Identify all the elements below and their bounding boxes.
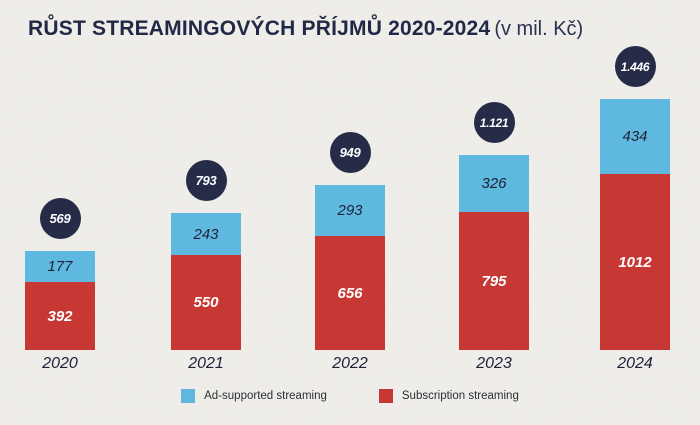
subscription-value-2020: 392 bbox=[47, 307, 73, 325]
total-value-2020: 569 bbox=[49, 211, 71, 226]
bar-segment-subscription-2023: 795 bbox=[459, 212, 529, 350]
legend-item-subscription: Subscription streaming bbox=[378, 389, 519, 403]
total-badge-2022: 949 bbox=[329, 132, 371, 173]
bar-segment-subscription-2022: 656 bbox=[315, 236, 385, 350]
x-axis-label-2023: 2023 bbox=[476, 355, 512, 372]
bar-segment-ad-supported-2024: 434 bbox=[600, 99, 670, 174]
total-badge-2023: 1.121 bbox=[473, 102, 515, 143]
subscription-value-2023: 795 bbox=[481, 272, 507, 290]
page-title: RŮST STREAMINGOVÝCH PŘÍJMŮ 2020-2024 bbox=[28, 17, 491, 40]
total-badge-2024: 1.446 bbox=[614, 46, 656, 87]
legend-item-ad-supported: Ad-supported streaming bbox=[181, 389, 327, 403]
bar-segment-ad-supported-2020: 177 bbox=[25, 251, 95, 282]
legend-swatch-icon bbox=[378, 389, 393, 403]
bar-segment-subscription-2024: 1012 bbox=[600, 174, 670, 350]
total-value-2023: 1.121 bbox=[479, 115, 509, 130]
total-value-2024: 1.446 bbox=[620, 59, 650, 74]
legend-swatch-icon bbox=[181, 389, 196, 403]
total-badge-2020: 569 bbox=[39, 198, 81, 239]
x-axis-label-2021: 2021 bbox=[188, 355, 224, 372]
bar-segment-subscription-2021: 550 bbox=[171, 255, 241, 350]
ad-supported-value-2024: 434 bbox=[622, 128, 648, 145]
legend-label: Subscription streaming bbox=[401, 390, 519, 402]
subscription-value-2024: 1012 bbox=[618, 253, 652, 271]
ad-supported-value-2022: 293 bbox=[337, 202, 363, 219]
subscription-value-2021: 550 bbox=[193, 294, 219, 311]
bar-segment-ad-supported-2022: 293 bbox=[315, 185, 385, 236]
legend-label: Ad-supported streaming bbox=[204, 390, 327, 402]
bar-segment-ad-supported-2021: 243 bbox=[171, 213, 241, 255]
bar-segment-subscription-2020: 392 bbox=[25, 282, 95, 350]
x-axis-label-2020: 2020 bbox=[42, 355, 78, 372]
bar-segment-ad-supported-2023: 326 bbox=[459, 155, 529, 212]
ad-supported-value-2020: 177 bbox=[47, 258, 73, 275]
ad-supported-value-2021: 243 bbox=[193, 225, 219, 243]
x-axis-label-2022: 2022 bbox=[332, 355, 368, 372]
title-unit-suffix: (v mil. Kč) bbox=[494, 18, 584, 40]
x-axis-label-2024: 2024 bbox=[617, 355, 653, 372]
total-value-2021: 793 bbox=[195, 173, 217, 188]
title-row: RŮST STREAMINGOVÝCH PŘÍJMŮ 2020-2024 (v m… bbox=[28, 17, 583, 41]
total-value-2022: 949 bbox=[339, 145, 361, 160]
ad-supported-value-2023: 326 bbox=[481, 175, 507, 192]
subscription-value-2022: 656 bbox=[337, 284, 363, 302]
chart-legend: Ad-supported streaming Subscription strea… bbox=[0, 389, 700, 403]
total-badge-2021: 793 bbox=[185, 160, 227, 201]
